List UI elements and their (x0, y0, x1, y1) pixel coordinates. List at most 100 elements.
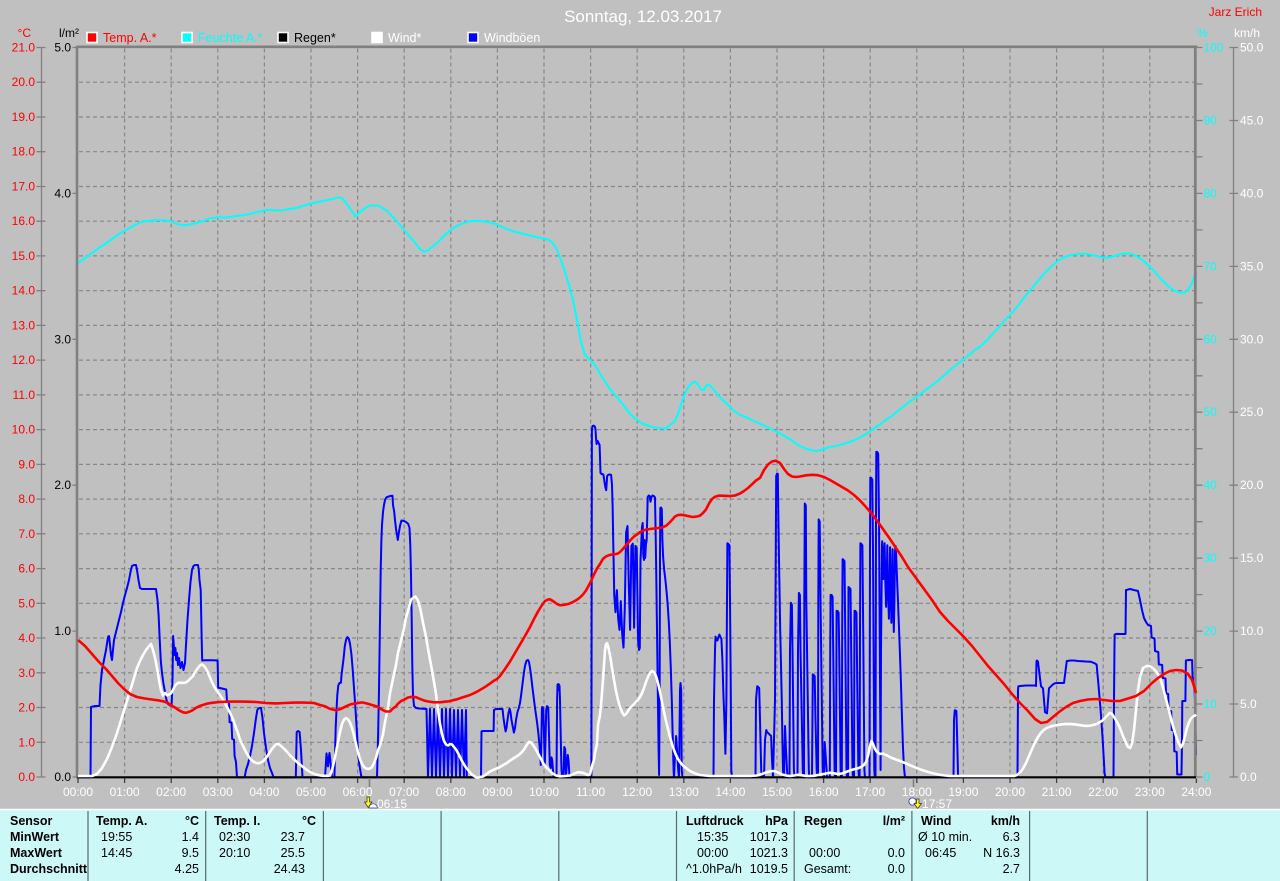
svg-text:1.0: 1.0 (54, 624, 71, 638)
svg-text:6.3: 6.3 (1003, 830, 1020, 844)
svg-text:Ø 10 min.: Ø 10 min. (918, 830, 972, 844)
svg-text:18.0: 18.0 (12, 145, 36, 159)
svg-text:°C: °C (18, 26, 32, 40)
svg-text:15.0: 15.0 (1240, 551, 1264, 565)
svg-text:100: 100 (1204, 41, 1224, 55)
svg-text:Feuchte A.*: Feuchte A.* (198, 31, 263, 45)
svg-text:17:57: 17:57 (922, 797, 952, 811)
svg-text:0.0: 0.0 (18, 770, 35, 784)
svg-text:02:00: 02:00 (156, 785, 186, 799)
svg-text:25.5: 25.5 (281, 846, 305, 860)
svg-text:l/m²: l/m² (883, 814, 905, 828)
svg-text:25.0: 25.0 (1240, 405, 1264, 419)
svg-text:15:35: 15:35 (697, 830, 728, 844)
svg-text:24:00: 24:00 (1181, 785, 1211, 799)
svg-text:0.0: 0.0 (888, 862, 905, 876)
svg-text:^1.0hPa/h: ^1.0hPa/h (686, 862, 742, 876)
svg-text:50.0: 50.0 (1240, 41, 1264, 55)
svg-text:18:00: 18:00 (902, 785, 932, 799)
svg-text:40.0: 40.0 (1240, 186, 1264, 200)
svg-text:14.0: 14.0 (12, 284, 36, 298)
svg-text:70: 70 (1204, 259, 1218, 273)
svg-text:24.43: 24.43 (274, 862, 305, 876)
svg-text:Temp. A.: Temp. A. (96, 814, 147, 828)
svg-text:MaxWert: MaxWert (10, 846, 63, 860)
svg-text:5.0: 5.0 (18, 596, 35, 610)
svg-text:40: 40 (1204, 478, 1218, 492)
svg-text:Sonntag, 12.03.2017: Sonntag, 12.03.2017 (564, 7, 722, 26)
svg-text:06:45: 06:45 (925, 846, 956, 860)
svg-text:30.0: 30.0 (1240, 332, 1264, 346)
svg-text:20.0: 20.0 (12, 75, 36, 89)
svg-text:30: 30 (1204, 551, 1218, 565)
svg-text:Sensor: Sensor (10, 814, 53, 828)
svg-text:1017.3: 1017.3 (750, 830, 788, 844)
svg-text:1019.5: 1019.5 (750, 862, 788, 876)
svg-text:0.0: 0.0 (1240, 770, 1257, 784)
svg-text:hPa: hPa (765, 814, 789, 828)
svg-text:04:00: 04:00 (249, 785, 279, 799)
svg-text:02:30: 02:30 (219, 830, 250, 844)
svg-text:00:00: 00:00 (697, 846, 728, 860)
svg-text:5.0: 5.0 (54, 41, 71, 55)
svg-text:%: % (1197, 26, 1208, 40)
svg-text:14:45: 14:45 (101, 846, 132, 860)
svg-text:06:00: 06:00 (343, 785, 373, 799)
svg-text:21:00: 21:00 (1042, 785, 1072, 799)
svg-text:12:00: 12:00 (622, 785, 652, 799)
svg-text:17:00: 17:00 (855, 785, 885, 799)
svg-text:4.25: 4.25 (175, 862, 199, 876)
svg-text:1.4: 1.4 (182, 830, 199, 844)
svg-text:09:00: 09:00 (482, 785, 512, 799)
svg-text:20:00: 20:00 (995, 785, 1025, 799)
svg-text:16:00: 16:00 (809, 785, 839, 799)
svg-text:°C: °C (302, 814, 316, 828)
svg-text:23:00: 23:00 (1135, 785, 1165, 799)
svg-text:Temp. A.*: Temp. A.* (103, 31, 157, 45)
svg-text:13.0: 13.0 (12, 318, 36, 332)
svg-text:01:00: 01:00 (110, 785, 140, 799)
svg-text:10.0: 10.0 (12, 423, 36, 437)
svg-text:05:00: 05:00 (296, 785, 326, 799)
svg-text:Wind*: Wind* (388, 31, 421, 45)
svg-text:9.5: 9.5 (182, 846, 199, 860)
svg-text:3.0: 3.0 (54, 332, 71, 346)
svg-text:5.0: 5.0 (1240, 697, 1257, 711)
svg-text:11.0: 11.0 (13, 388, 36, 402)
svg-text:03:00: 03:00 (203, 785, 233, 799)
svg-text:22:00: 22:00 (1088, 785, 1118, 799)
svg-text:4.0: 4.0 (54, 186, 71, 200)
svg-text:35.0: 35.0 (1240, 259, 1264, 273)
svg-text:9.0: 9.0 (18, 457, 35, 471)
svg-text:10:00: 10:00 (529, 785, 559, 799)
svg-text:8.0: 8.0 (18, 492, 35, 506)
svg-text:10: 10 (1204, 697, 1218, 711)
svg-text:20: 20 (1204, 624, 1218, 638)
svg-text:0.0: 0.0 (888, 846, 905, 860)
svg-text:Luftdruck: Luftdruck (686, 814, 744, 828)
svg-text:23.7: 23.7 (281, 830, 305, 844)
svg-text:07:00: 07:00 (389, 785, 419, 799)
svg-text:3.0: 3.0 (18, 666, 35, 680)
svg-text:km/h: km/h (1234, 26, 1260, 40)
svg-text:19.0: 19.0 (12, 110, 36, 124)
svg-text:Durchschnitt: Durchschnitt (10, 862, 88, 876)
svg-text:12.0: 12.0 (12, 353, 36, 367)
svg-text:15.0: 15.0 (12, 249, 36, 263)
svg-text:15:00: 15:00 (762, 785, 792, 799)
svg-text:06:15: 06:15 (377, 797, 407, 811)
svg-text:90: 90 (1204, 114, 1218, 128)
svg-text:4.0: 4.0 (18, 631, 35, 645)
svg-text:l/m²: l/m² (59, 26, 79, 40)
svg-text:2.0: 2.0 (18, 701, 35, 715)
svg-text:N 16.3: N 16.3 (983, 846, 1020, 860)
svg-text:16.0: 16.0 (12, 214, 36, 228)
svg-text:0: 0 (1204, 770, 1211, 784)
svg-text:Wind: Wind (921, 814, 951, 828)
svg-text:60: 60 (1204, 332, 1218, 346)
svg-text:13:00: 13:00 (669, 785, 699, 799)
svg-text:Jarz Erich: Jarz Erich (1209, 5, 1262, 19)
svg-text:45.0: 45.0 (1240, 114, 1264, 128)
svg-text:10.0: 10.0 (1240, 624, 1264, 638)
svg-text:00:00: 00:00 (809, 846, 840, 860)
